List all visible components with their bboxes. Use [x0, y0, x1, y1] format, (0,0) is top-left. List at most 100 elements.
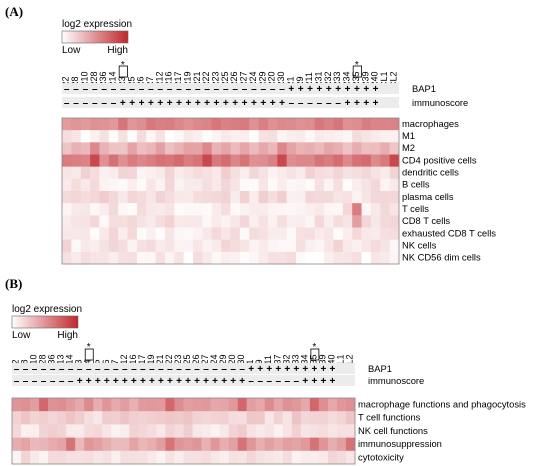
panel-b-heatmap-cell [300, 424, 311, 438]
panel-b-immunoscore-sign: + [149, 376, 155, 387]
panel-a-heatmap-cell [108, 203, 119, 216]
panel-a-heatmap-cell [361, 130, 372, 143]
panel-a-col-label: R32 [323, 71, 333, 88]
panel-a-heatmap-cell [127, 130, 138, 143]
panel-b-heatmap-cell [219, 398, 229, 412]
panel-a-bap1-sign: + [298, 84, 304, 95]
panel-b-annotation-label: immunoscore [368, 375, 424, 386]
panel-b-heatmap-cell [336, 424, 347, 438]
panel-a-bap1-sign: – [120, 84, 126, 95]
panel-a-heatmap-cell [333, 178, 344, 192]
panel-a-heatmap-cell [155, 215, 166, 228]
panel-a-heatmap-cell [127, 215, 138, 228]
panel-b-heatmap-cell [30, 450, 40, 465]
panel-a-heatmap-cell [99, 191, 110, 204]
panel-a-heatmap-cell [164, 154, 175, 167]
panel-a-heatmap-cell [352, 130, 362, 143]
panel-a-bap1-sign: – [195, 84, 201, 95]
panel-b-heatmap-cell [291, 398, 302, 412]
panel-b-heatmap-cell [120, 437, 130, 452]
panel-b-heatmap-cell [102, 424, 112, 438]
panel-b-heatmap-cell [21, 398, 31, 412]
panel-a-heatmap-cell [258, 130, 269, 143]
panel-b-immunoscore-sign: – [285, 376, 291, 387]
panel-b-bap1-sign: – [95, 364, 101, 375]
panel-a-heatmap-cell [174, 118, 184, 131]
panel-a-row-label: T cells [402, 203, 429, 214]
panel-b-bap1-sign: – [185, 364, 191, 375]
panel-b-immunoscore-sign: + [320, 376, 326, 387]
panel-b-row-label: immunosuppression [358, 438, 442, 449]
panel-b-heatmap-cell [237, 437, 247, 452]
panel-b-heatmap-cell [255, 437, 266, 452]
panel-a-heatmap-cell [380, 130, 390, 143]
panel-a-heatmap-cell [239, 251, 250, 265]
panel-a-immunoscore-sign: + [148, 98, 154, 109]
panel-b-heatmap-cell [48, 424, 58, 438]
panel-b-heatmap-cell [75, 450, 85, 465]
panel-b-heatmap-cell [192, 411, 202, 425]
panel-b-heatmap-cell [129, 437, 139, 452]
panel-b-col-label: R30 [236, 354, 246, 371]
panel-b-heatmap-cell [237, 398, 247, 412]
panel-a-heatmap-cell [80, 166, 91, 180]
panel-a-heatmap-cell [80, 154, 91, 167]
panel-a-bap1-sign: + [307, 84, 313, 95]
panel-a-heatmap-cell [239, 203, 250, 216]
panel-a-heatmap-cell [296, 251, 306, 265]
panel-a-label: (A) [5, 4, 24, 19]
panel-b-heatmap-cell [48, 398, 58, 412]
panel-a-heatmap-cell [286, 130, 297, 143]
panel-a-heatmap-cell [333, 154, 344, 167]
panel-b-heatmap-cell [57, 424, 67, 438]
panel-a-heatmap-cell [80, 251, 91, 265]
panel-a-heatmap-cell [296, 178, 306, 192]
panel-a-immunoscore-sign: + [167, 98, 173, 109]
panel-b-col-label: R33 [290, 354, 300, 371]
panel-b-marked-box [84, 348, 94, 361]
panel-a-heatmap-cell [99, 227, 110, 240]
panel-a-heatmap-cell [361, 178, 372, 192]
panel-b-heatmap-cell [138, 411, 148, 425]
panel-a-heatmap-cell [108, 142, 119, 155]
panel-b-heatmap-cell [39, 398, 49, 412]
panel-b-bap1-sign: – [221, 364, 227, 375]
panel-a-heatmap-cell [99, 251, 110, 265]
panel-a-heatmap-cell [333, 118, 344, 131]
panel-a-bap1-sign: – [223, 84, 229, 95]
panel-a-heatmap-cell [314, 203, 325, 216]
panel-a-heatmap-cell [370, 251, 381, 265]
panel-b-col-label: R24 [209, 354, 219, 371]
panel-b-heatmap-cell [120, 398, 130, 412]
panel-b-row-label: T cell functions [358, 412, 421, 423]
panel-b-heatmap-cell [48, 450, 58, 465]
panel-a-bap1-sign: – [260, 84, 266, 95]
panel-a-heatmap-cell [99, 118, 110, 131]
panel-b-heatmap-cell [237, 424, 247, 438]
panel-b-heatmap-cell [246, 398, 257, 412]
panel-a-heatmap-cell [221, 227, 231, 240]
panel-a-heatmap-cell [80, 191, 91, 204]
panel-b-heatmap-cell [201, 450, 211, 465]
panel-b-heatmap-cell [210, 411, 220, 425]
panel-a-heatmap-cell [277, 118, 287, 131]
panel-a-heatmap-cell [108, 251, 119, 265]
panel-a-heatmap-cell [286, 166, 297, 180]
panel-a-heatmap-cell [146, 239, 156, 253]
panel-a-heatmap-cell [193, 178, 203, 192]
panel-b-heatmap-cell [84, 398, 94, 412]
panel-b-heatmap-cell [75, 424, 85, 438]
panel-b-heatmap-cell [291, 424, 302, 438]
panel-a-immunoscore-sign: – [317, 98, 323, 109]
panel-b-heatmap-cell [291, 411, 302, 425]
panel-a-heatmap-cell [118, 118, 128, 131]
panel-b-heatmap-cell [138, 424, 148, 438]
panel-a-heatmap-cell [277, 251, 287, 265]
panel-a-heatmap-cell [90, 166, 100, 180]
panel-b-heatmap-cell [282, 437, 293, 452]
panel-a-heatmap-cell [305, 239, 316, 253]
panel-a-heatmap-cell [249, 251, 259, 265]
panel-b-heatmap-cell [210, 398, 220, 412]
panel-a-heatmap-cell [342, 251, 353, 265]
panel-a-heatmap-cell [380, 154, 390, 167]
